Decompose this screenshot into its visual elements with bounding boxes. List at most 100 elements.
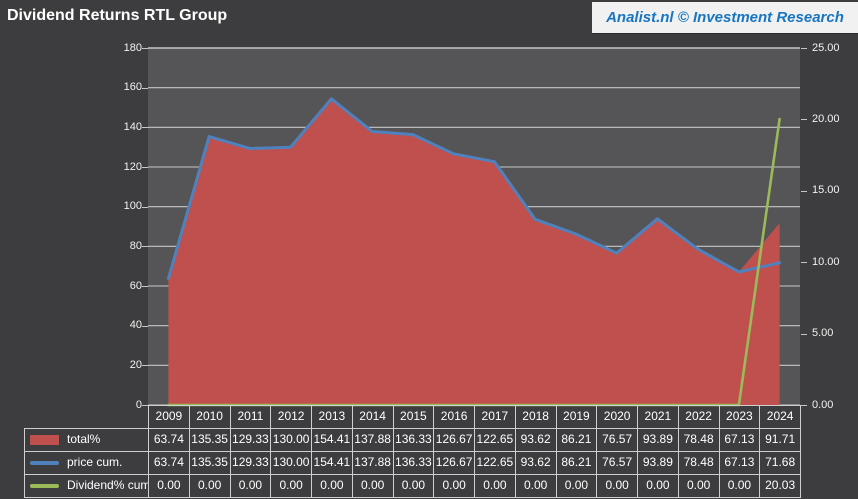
left-axis-tick-label: 80	[129, 239, 142, 252]
table-value-cell: 137.88	[351, 450, 394, 475]
table-value-cell: 78.48	[677, 427, 720, 452]
table-value-cell: 126.67	[433, 427, 475, 452]
year-header-cell: 2013	[311, 405, 353, 429]
brand-banner: Analist.nl © Investment Research	[592, 2, 858, 34]
table-value-cell: 135.35	[188, 427, 231, 452]
table-value-cell: 76.57	[596, 450, 638, 475]
left-axis-tick-label: 100	[123, 200, 142, 213]
chart-plot-svg	[148, 47, 800, 407]
year-header-cell: 2015	[392, 405, 435, 429]
table-value-cell: 126.67	[433, 450, 475, 475]
right-axis-tick	[801, 190, 807, 192]
legend-label: Dividend% cum.	[67, 478, 149, 492]
plot-area	[148, 47, 800, 407]
table-value-cell: 0.00	[555, 473, 598, 498]
table-value-cell: 130.00	[270, 427, 312, 452]
right-axis-tick-label: 25.00	[812, 41, 840, 54]
left-axis-tick	[142, 167, 148, 168]
left-axis-tick-label: 40	[129, 319, 142, 332]
table-value-cell: 63.74	[148, 427, 190, 452]
right-axis-tick	[801, 48, 807, 49]
right-axis-tick-label: 20.00	[812, 112, 840, 125]
table-value-cell: 86.21	[555, 427, 598, 452]
legend-cell-2: Dividend% cum.	[24, 473, 149, 498]
table-value-cell: 63.74	[148, 450, 190, 475]
table-value-cell: 0.00	[474, 473, 516, 498]
left-axis-tick-label: 160	[123, 81, 142, 94]
table-value-cell: 135.35	[188, 450, 231, 475]
year-header-cell: 2022	[677, 405, 720, 429]
right-axis-tick	[801, 262, 807, 264]
right-axis-tick	[801, 405, 807, 406]
table-value-cell: 129.33	[229, 427, 272, 452]
legend-swatch-line	[30, 460, 59, 465]
left-axis-tick-label: 60	[129, 279, 142, 292]
table-value-cell: 122.65	[474, 427, 516, 452]
table-value-cell: 0.00	[677, 473, 720, 498]
chart-data-table: 2009 2010 2011 2012 2013 2014 2015 2016 2017 2018…	[24, 405, 801, 498]
table-value-cell: 137.88	[351, 427, 394, 452]
table-value-cell: 93.62	[514, 450, 557, 475]
table-value-cell: 122.65	[474, 450, 516, 475]
table-row: price cum. 63.74 135.35 129.33 130.00 154.41 1…	[24, 450, 801, 475]
year-header-cell: 2016	[433, 405, 475, 429]
legend-swatch-area	[30, 434, 59, 445]
table-value-cell: 0.00	[637, 473, 679, 498]
table-row: total% 63.74 135.35 129.33 130.00 154.41 137.8…	[24, 427, 801, 452]
table-value-cell: 154.41	[311, 427, 353, 452]
table-value-cell: 76.57	[596, 427, 638, 452]
year-header-cell: 2010	[188, 405, 231, 429]
left-axis-tick	[142, 365, 148, 367]
left-axis-tick	[142, 405, 148, 406]
left-axis-tick-label: 140	[123, 120, 142, 133]
table-value-cell: 0.00	[270, 473, 312, 498]
table-value-cell: 78.48	[677, 450, 720, 475]
legend-label: total%	[67, 432, 101, 446]
year-header-cell: 2023	[718, 405, 761, 429]
left-axis-tick	[142, 325, 148, 327]
table-value-cell: 0.00	[433, 473, 475, 498]
series-line-1	[166, 97, 782, 281]
year-header-cell: 2011	[229, 405, 272, 429]
table-value-cell: 0.00	[229, 473, 272, 498]
legend-cell-0: total%	[24, 427, 149, 452]
left-axis-tick-label: 20	[129, 358, 142, 371]
year-header-cell: 2020	[596, 405, 638, 429]
legend-label: price cum.	[67, 455, 123, 469]
year-header-cell: 2012	[270, 405, 312, 429]
right-axis-tick-label: 15.00	[812, 184, 840, 197]
legend-swatch-line	[30, 483, 59, 488]
table-value-cell: 67.13	[718, 427, 761, 452]
right-axis-tick-label: 0.00	[812, 398, 834, 411]
year-header-cell: 2014	[351, 405, 394, 429]
year-header-cell: 2024	[759, 405, 801, 429]
right-axis-tick	[801, 333, 807, 335]
right-axis-tick-label: 5.00	[812, 327, 834, 340]
table-value-cell: 20.03	[759, 473, 801, 498]
left-axis-tick-label: 0	[135, 398, 142, 411]
table-corner-blank	[25, 406, 149, 429]
table-value-cell: 93.89	[637, 450, 679, 475]
legend-cell-1: price cum.	[24, 450, 149, 475]
table-value-cell: 71.68	[759, 450, 801, 475]
year-header-cell: 2018	[514, 405, 557, 429]
year-header-cell: 2021	[637, 405, 679, 429]
table-value-cell: 154.41	[311, 450, 353, 475]
year-header-cell: 2017	[474, 405, 516, 429]
left-axis-tick-label: 180	[123, 41, 142, 54]
table-value-cell: 136.33	[392, 427, 435, 452]
table-value-cell: 91.71	[759, 427, 801, 452]
table-value-cell: 0.00	[311, 473, 353, 498]
table-value-cell: 93.62	[514, 427, 557, 452]
table-value-cell: 0.00	[596, 473, 638, 498]
left-axis-tick	[142, 87, 148, 89]
table-value-cell: 0.00	[514, 473, 557, 498]
year-header-cell: 2009	[148, 405, 190, 429]
brand-text: Analist.nl © Investment Research	[606, 9, 844, 26]
table-value-cell: 0.00	[392, 473, 435, 498]
left-axis-tick-label: 120	[123, 160, 142, 173]
table-value-cell: 93.89	[637, 427, 679, 452]
left-axis-tick	[142, 48, 148, 49]
right-axis-tick	[801, 119, 807, 121]
